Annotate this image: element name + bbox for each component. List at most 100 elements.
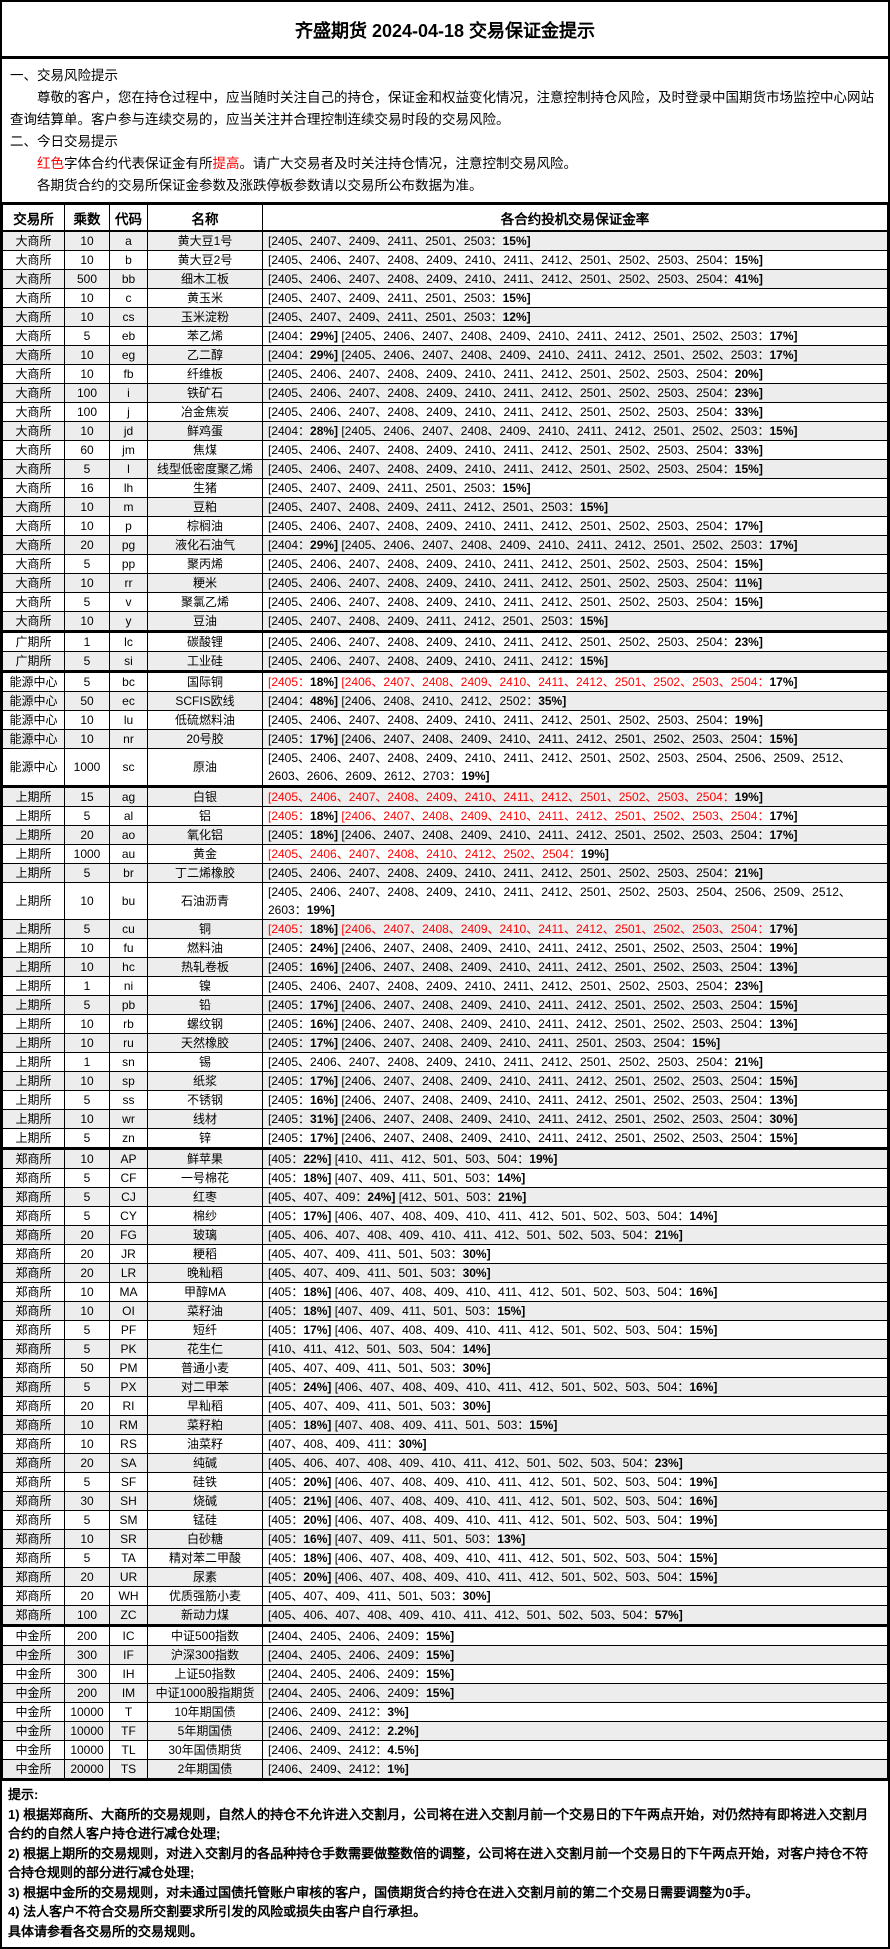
margin-rates-cell: [405、406、407、408、409、410、411、412、501、502…	[262, 1453, 888, 1473]
margin-rates-cell: [2405、2407、2409、2411、2501、2503：15%]	[262, 288, 888, 308]
exchange-cell: 大商所	[2, 497, 65, 517]
margin-rates-cell: [410、411、412、501、503、504：14%]	[262, 1339, 888, 1359]
exchange-cell: 大商所	[2, 383, 65, 403]
multiplier-cell: 60	[64, 440, 110, 460]
margin-rates-cell: [2404、2405、2406、2409：15%]	[262, 1624, 888, 1646]
multiplier-cell: 10	[64, 1033, 110, 1053]
table-row: 中金所 300 IF 沪深300指数 [2404、2405、2406、2409：15%]	[2, 1645, 888, 1665]
margin-rates-cell: [2405、2406、2407、2408、2409、2410、2411、2412…	[262, 459, 888, 479]
margin-rates-cell: [2405：17%] [2406、2407、2408、2409、2410、241…	[262, 1128, 888, 1149]
name-cell: 新动力煤	[147, 1605, 263, 1626]
code-cell: bb	[109, 269, 148, 289]
name-cell: 普通小麦	[147, 1358, 263, 1378]
name-cell: 玻璃	[147, 1225, 263, 1245]
code-cell: jm	[109, 440, 148, 460]
name-cell: 优质强筋小麦	[147, 1586, 263, 1606]
table-row: 上期所 5 br 丁二烯橡胶 [2405、2406、2407、2408、2409、241…	[2, 863, 888, 883]
code-cell: c	[109, 288, 148, 308]
name-cell: 锡	[147, 1052, 263, 1072]
multiplier-cell: 50	[64, 691, 110, 711]
code-cell: rb	[109, 1014, 148, 1034]
exchange-cell: 大商所	[2, 592, 65, 612]
name-cell: 尿素	[147, 1567, 263, 1587]
margin-rates-cell: [2405：16%] [2406、2407、2408、2409、2410、241…	[262, 957, 888, 977]
exchange-cell: 大商所	[2, 364, 65, 384]
code-cell: au	[109, 844, 148, 864]
exchange-cell: 上期所	[2, 1033, 65, 1053]
margin-rates-cell: [2404：48%] [2406、2408、2410、2412、2502：35%…	[262, 691, 888, 711]
name-cell: 油菜籽	[147, 1434, 263, 1454]
margin-rates-cell: [2405：16%] [2406、2407、2408、2409、2410、241…	[262, 1090, 888, 1110]
margin-rates-cell: [2405、2406、2407、2408、2409、2410、2411、2412…	[262, 882, 888, 920]
name-cell: 铝	[147, 806, 263, 826]
table-row: 能源中心 50 ec SCFIS欧线 [2404：48%] [2406、2408、241…	[2, 691, 888, 711]
multiplier-cell: 1000	[64, 748, 110, 787]
name-cell: 上证50指数	[147, 1664, 263, 1684]
exchange-cell: 大商所	[2, 421, 65, 441]
name-cell: 纤维板	[147, 364, 263, 384]
exchange-cell: 郑商所	[2, 1510, 65, 1530]
multiplier-cell: 20000	[64, 1759, 110, 1780]
table-row: 郑商所 5 CJ 红枣 [405、407、409：24%] [412、501、503：2…	[2, 1187, 888, 1207]
name-cell: 烧碱	[147, 1491, 263, 1511]
multiplier-cell: 10	[64, 729, 110, 749]
multiplier-cell: 5	[64, 1339, 110, 1359]
margin-rates-cell: [2405、2406、2407、2408、2409、2410、2411、2412…	[262, 651, 888, 672]
margin-rates-cell: [2405、2406、2407、2408、2409、2410、2411、2412…	[262, 383, 888, 403]
margin-rates-cell: [405、407、409、411、501、503：30%]	[262, 1586, 888, 1606]
margin-rates-cell: [405、407、409：24%] [412、501、503：21%]	[262, 1187, 888, 1207]
code-cell: sp	[109, 1071, 148, 1091]
table-row: 上期所 5 cu 铜 [2405：18%] [2406、2407、2408、2409、2…	[2, 919, 888, 939]
exchange-cell: 郑商所	[2, 1415, 65, 1435]
code-cell: ss	[109, 1090, 148, 1110]
name-cell: 碳酸锂	[147, 630, 263, 652]
margin-rates-cell: [405：21%] [406、407、408、409、410、411、412、5…	[262, 1491, 888, 1511]
margin-rates-cell: [2406、2409、2412：4.5%]	[262, 1740, 888, 1760]
table-row: 上期所 15 ag 白银 [2405、2406、2407、2408、2409、2410、…	[2, 785, 888, 807]
table-row: 郑商所 20 JR 粳稻 [405、407、409、411、501、503：30%]	[2, 1244, 888, 1264]
code-cell: cu	[109, 919, 148, 939]
multiplier-cell: 10	[64, 611, 110, 632]
table-row: 上期所 10 wr 线材 [2405：31%] [2406、2407、2408、2409…	[2, 1109, 888, 1129]
code-cell: PM	[109, 1358, 148, 1378]
multiplier-cell: 5	[64, 1168, 110, 1188]
table-row: 郑商所 5 SF 硅铁 [405：20%] [406、407、408、409、410、4…	[2, 1472, 888, 1492]
margin-rates-cell: [2405、2406、2407、2408、2409、2410、2411、2412…	[262, 748, 888, 787]
multiplier-cell: 5	[64, 1090, 110, 1110]
margin-rates-cell: [2405：17%] [2406、2407、2408、2409、2410、241…	[262, 995, 888, 1015]
name-cell: 黄大豆2号	[147, 250, 263, 270]
code-cell: JR	[109, 1244, 148, 1264]
multiplier-cell: 20	[64, 1396, 110, 1416]
exchange-cell: 郑商所	[2, 1301, 65, 1321]
name-cell: 乙二醇	[147, 345, 263, 365]
margin-rates-cell: [405：18%] [407、409、411、501、503：15%]	[262, 1301, 888, 1321]
code-cell: RM	[109, 1415, 148, 1435]
risk-section-heading: 一、交易风险提示	[10, 68, 118, 83]
exchange-cell: 大商所	[2, 307, 65, 327]
code-cell: ru	[109, 1033, 148, 1053]
name-cell: 工业硅	[147, 651, 263, 672]
table-row: 中金所 10000 T 10年期国债 [2406、2409、2412：3%]	[2, 1702, 888, 1722]
table-row: 上期所 1 ni 镍 [2405、2406、2407、2408、2409、2410、24…	[2, 976, 888, 996]
note-item-3: 3) 根据中金所的交易规则，对未通过国债托管账户审核的客户，国债期货合约持仓在进…	[8, 1884, 759, 1900]
margin-rates-cell: [405：20%] [406、407、408、409、410、411、412、5…	[262, 1567, 888, 1587]
name-cell: 30年国债期货	[147, 1740, 263, 1760]
table-row: 大商所 10 fb 纤维板 [2405、2406、2407、2408、2409、2410…	[2, 364, 888, 384]
margin-rates-cell: [2405：24%] [2406、2407、2408、2409、2410、241…	[262, 938, 888, 958]
margin-rates-cell: [2405、2407、2408、2409、2411、2412、2501、2503…	[262, 611, 888, 632]
name-cell: 纸浆	[147, 1071, 263, 1091]
table-row: 中金所 200 IM 中证1000股指期货 [2404、2405、2406、2409：1…	[2, 1683, 888, 1703]
multiplier-cell: 200	[64, 1624, 110, 1646]
exchange-cell: 大商所	[2, 535, 65, 555]
exchange-cell: 中金所	[2, 1702, 65, 1722]
name-cell: 纯碱	[147, 1453, 263, 1473]
table-row: 广期所 5 si 工业硅 [2405、2406、2407、2408、2409、2410、…	[2, 651, 888, 672]
code-cell: SM	[109, 1510, 148, 1530]
code-cell: sn	[109, 1052, 148, 1072]
multiplier-cell: 20	[64, 1225, 110, 1245]
multiplier-cell: 5	[64, 459, 110, 479]
name-cell: 焦煤	[147, 440, 263, 460]
code-cell: sc	[109, 748, 148, 787]
name-cell: 中证1000股指期货	[147, 1683, 263, 1703]
name-cell: 硅铁	[147, 1472, 263, 1492]
